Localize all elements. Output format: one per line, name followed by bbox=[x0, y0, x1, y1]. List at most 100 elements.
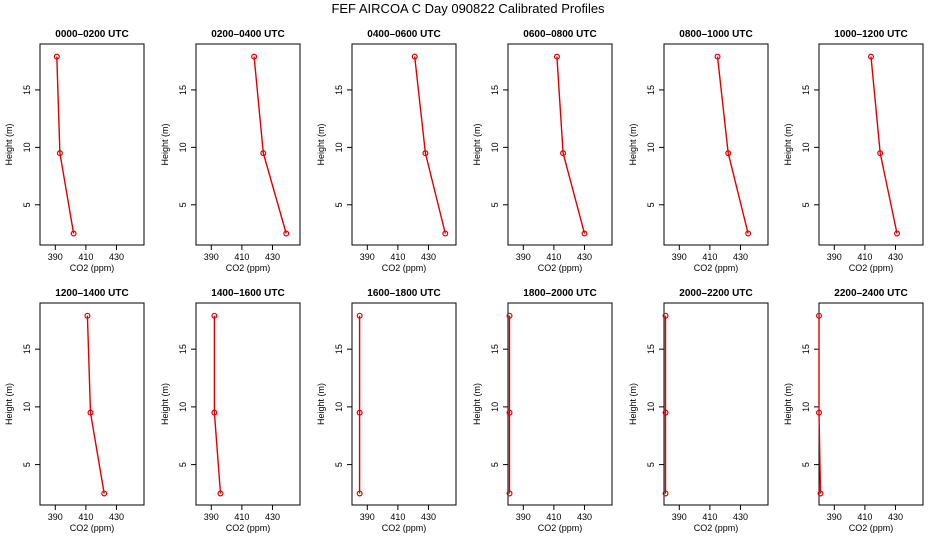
x-axis-label: CO2 (ppm) bbox=[226, 263, 271, 273]
data-point bbox=[553, 53, 560, 60]
x-tick-label: 390 bbox=[827, 252, 842, 262]
x-tick-label: 390 bbox=[204, 512, 219, 522]
data-point bbox=[725, 150, 732, 157]
y-tick-label: 15 bbox=[22, 344, 32, 354]
panel-1: 0200–0400 UTC 390 410 430 5 10 15 CO2 (ppm) Heig… bbox=[160, 29, 301, 273]
panel-title: 1600–1800 UTC bbox=[367, 288, 440, 299]
y-tick-label: 5 bbox=[646, 202, 656, 207]
panel-title: 0600–0800 UTC bbox=[523, 29, 596, 40]
y-axis-label: Height (m) bbox=[316, 123, 326, 165]
panel-title: 1800–2000 UTC bbox=[523, 288, 596, 299]
panel-11: 2200–2400 UTC 390 410 430 5 10 15 CO2 (ppm) Heig… bbox=[783, 288, 924, 533]
x-tick-label: 390 bbox=[48, 252, 63, 262]
plot-frame bbox=[39, 302, 145, 506]
plot-frame bbox=[351, 43, 457, 246]
data-point bbox=[506, 490, 513, 497]
y-tick-label: 10 bbox=[334, 142, 344, 152]
y-tick-label: 10 bbox=[22, 402, 32, 412]
x-tick-label: 410 bbox=[546, 252, 561, 262]
y-tick-label: 5 bbox=[801, 462, 811, 467]
data-point bbox=[662, 312, 669, 319]
plot-frame bbox=[507, 43, 613, 246]
x-axis-label: CO2 (ppm) bbox=[849, 523, 894, 533]
x-tick-label: 410 bbox=[234, 252, 249, 262]
x-axis-label: CO2 (ppm) bbox=[382, 523, 427, 533]
series-line bbox=[253, 56, 287, 234]
panel-title: 0000–0200 UTC bbox=[55, 29, 128, 40]
x-tick-label: 390 bbox=[516, 512, 531, 522]
panel-5: 1000–1200 UTC 390 410 430 5 10 15 CO2 (ppm) Heig… bbox=[783, 29, 924, 273]
x-tick-label: 410 bbox=[702, 512, 717, 522]
x-tick-label: 410 bbox=[78, 512, 93, 522]
y-tick-label: 5 bbox=[490, 462, 500, 467]
panel-title: 0200–0400 UTC bbox=[211, 29, 284, 40]
panel-10: 2000–2200 UTC 390 410 430 5 10 15 CO2 (ppm) Heig… bbox=[628, 288, 769, 533]
panel-2: 0400–0600 UTC 390 410 430 5 10 15 CO2 (ppm) Heig… bbox=[316, 29, 457, 273]
data-point bbox=[356, 490, 363, 497]
x-tick-label: 430 bbox=[888, 512, 903, 522]
y-tick-label: 15 bbox=[490, 344, 500, 354]
x-tick-label: 390 bbox=[360, 252, 375, 262]
y-tick-label: 10 bbox=[646, 402, 656, 412]
data-point bbox=[815, 409, 822, 416]
x-tick-label: 390 bbox=[204, 252, 219, 262]
y-tick-label: 10 bbox=[178, 402, 188, 412]
data-point bbox=[422, 150, 429, 157]
x-tick-label: 390 bbox=[516, 252, 531, 262]
x-tick-label: 430 bbox=[888, 252, 903, 262]
y-tick-label: 10 bbox=[334, 402, 344, 412]
x-tick-label: 430 bbox=[421, 512, 436, 522]
series-line bbox=[556, 56, 586, 234]
y-tick-label: 15 bbox=[801, 85, 811, 95]
x-tick-label: 430 bbox=[733, 512, 748, 522]
y-tick-label: 10 bbox=[801, 402, 811, 412]
x-tick-label: 410 bbox=[390, 512, 405, 522]
plot-frame bbox=[818, 302, 924, 506]
data-point bbox=[411, 53, 418, 60]
x-tick-label: 410 bbox=[390, 252, 405, 262]
x-axis-label: CO2 (ppm) bbox=[538, 263, 583, 273]
y-tick-label: 5 bbox=[178, 202, 188, 207]
y-axis-label: Height (m) bbox=[4, 383, 14, 425]
x-axis-label: CO2 (ppm) bbox=[70, 523, 115, 533]
x-axis-label: CO2 (ppm) bbox=[70, 263, 115, 273]
panel-title: 2000–2200 UTC bbox=[679, 288, 752, 299]
plot-frame bbox=[507, 302, 613, 506]
x-axis-label: CO2 (ppm) bbox=[226, 523, 271, 533]
y-tick-label: 5 bbox=[22, 202, 32, 207]
data-point bbox=[817, 490, 824, 497]
data-point bbox=[211, 409, 218, 416]
panel-title: 0800–1000 UTC bbox=[679, 29, 752, 40]
y-tick-label: 10 bbox=[490, 402, 500, 412]
series-line bbox=[86, 315, 105, 494]
panel-title: 0400–0600 UTC bbox=[367, 29, 440, 40]
y-tick-label: 5 bbox=[334, 202, 344, 207]
panel-title: 1400–1600 UTC bbox=[211, 288, 284, 299]
plot-frame bbox=[818, 43, 924, 246]
data-point bbox=[53, 53, 60, 60]
data-point bbox=[70, 230, 77, 237]
x-axis-label: CO2 (ppm) bbox=[694, 263, 739, 273]
y-axis-label: Height (m) bbox=[472, 123, 482, 165]
plot-frame bbox=[195, 43, 301, 246]
x-tick-label: 410 bbox=[857, 512, 872, 522]
data-point bbox=[101, 490, 108, 497]
x-tick-label: 430 bbox=[109, 252, 124, 262]
y-tick-label: 5 bbox=[646, 462, 656, 467]
panel-7: 1400–1600 UTC 390 410 430 5 10 15 CO2 (ppm) Heig… bbox=[160, 288, 301, 533]
data-point bbox=[877, 150, 884, 157]
y-tick-label: 5 bbox=[178, 462, 188, 467]
data-point bbox=[506, 312, 513, 319]
data-point bbox=[56, 150, 63, 157]
y-tick-label: 15 bbox=[334, 85, 344, 95]
series-line bbox=[716, 56, 749, 234]
plot-frame bbox=[663, 302, 769, 506]
data-point bbox=[581, 230, 588, 237]
x-tick-label: 390 bbox=[672, 252, 687, 262]
panel-8: 1600–1800 UTC 390 410 430 5 10 15 CO2 (ppm) Heig… bbox=[316, 288, 457, 533]
y-tick-label: 10 bbox=[490, 142, 500, 152]
data-point bbox=[893, 230, 900, 237]
data-point bbox=[84, 312, 91, 319]
data-point bbox=[560, 150, 567, 157]
y-tick-label: 10 bbox=[22, 142, 32, 152]
